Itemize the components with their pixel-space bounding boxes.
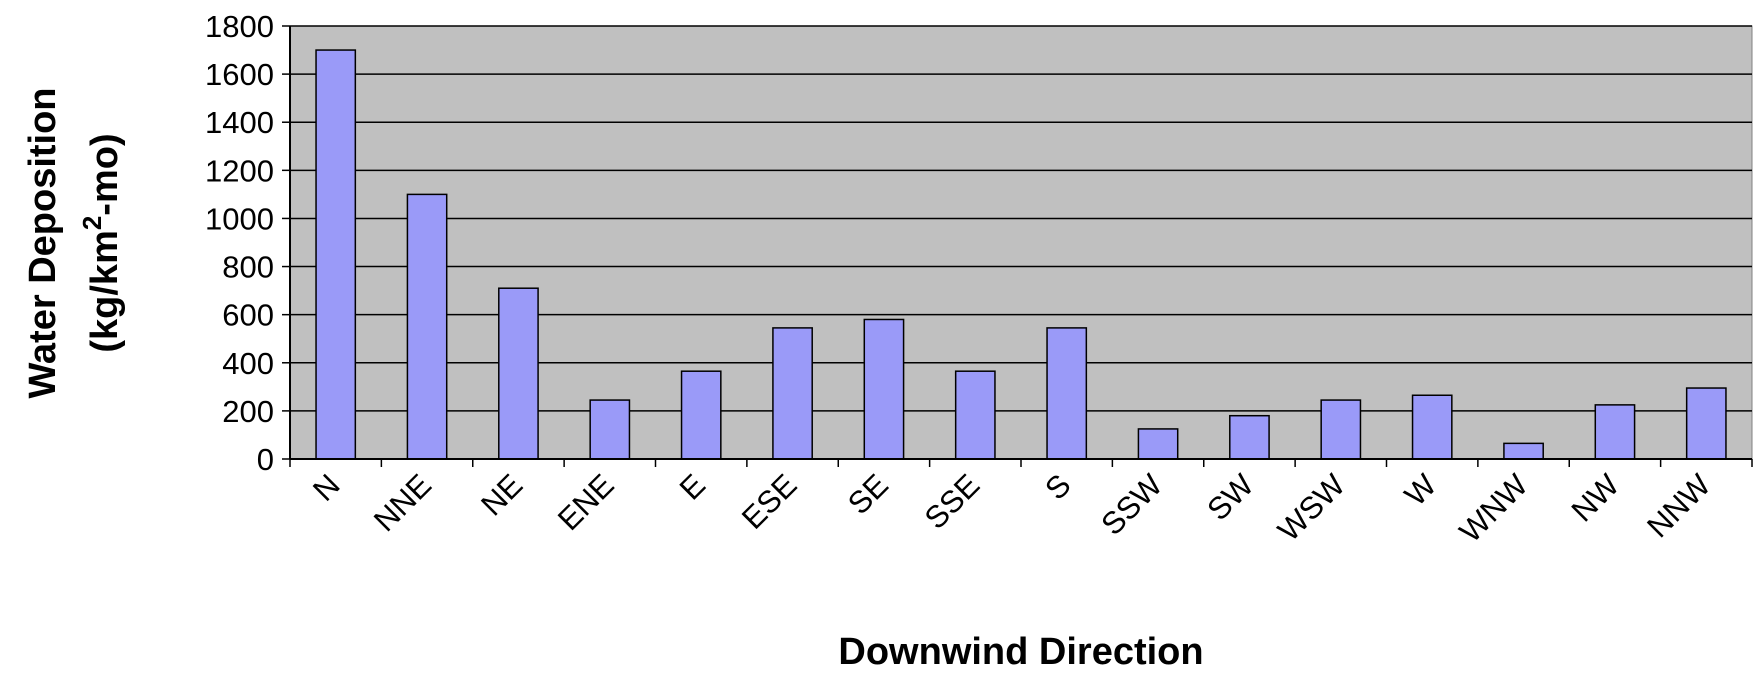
bar-ese: [772, 327, 813, 460]
bars: [315, 49, 1727, 460]
bar-w: [1411, 394, 1453, 460]
x-tick-label: WSW: [1271, 467, 1352, 548]
bar-sse: [954, 370, 996, 460]
y-tick-label: 200: [222, 394, 274, 429]
x-tick-label: SSE: [918, 467, 987, 536]
y-tick-label: 1600: [205, 57, 274, 92]
x-tick-label: ENE: [551, 467, 621, 537]
y-axis-title-line1: Water Deposition: [22, 87, 64, 398]
y-tick-label: 1200: [205, 153, 274, 188]
y-tick-labels: 0 200 400 600 800 1000 1200 1400 1600 1800: [205, 9, 274, 477]
x-tick-label: NW: [1565, 467, 1627, 529]
x-tick-label: NNW: [1640, 467, 1718, 545]
x-tick-label: N: [306, 467, 347, 508]
y-tick-label: 400: [222, 346, 274, 381]
bar-ssw: [1137, 428, 1179, 460]
x-tick-label: W: [1398, 467, 1444, 513]
bar-wsw: [1320, 399, 1362, 460]
bar-sw: [1229, 414, 1270, 460]
bar-e: [680, 370, 722, 460]
x-tick-labels: N NNE NE ENE E ESE SE SSE S SSW SW WSW W WNW NW NNW: [306, 467, 1718, 549]
bar-s: [1046, 327, 1088, 460]
y-axis-title-unit-prefix: (kg/km: [84, 230, 126, 352]
bar-ene: [589, 399, 631, 460]
bar-n: [315, 49, 357, 460]
y-tick-label: 1000: [205, 201, 274, 236]
bar-nw: [1594, 404, 1636, 460]
y-tick-label: 600: [222, 298, 274, 333]
x-tick-label: ESE: [735, 467, 804, 536]
x-tick-label: S: [1038, 467, 1077, 506]
bar-nne: [406, 193, 448, 460]
x-tick-label: SE: [841, 467, 895, 521]
x-tick-label: NE: [474, 467, 529, 522]
y-axis-title-unit-suffix: -mo): [84, 133, 126, 215]
bar-wnw: [1503, 442, 1544, 460]
bar-nnw: [1685, 387, 1727, 460]
y-tick-label: 800: [222, 250, 274, 285]
y-axis-title: Water Deposition (kg/km2-mo): [22, 87, 126, 398]
x-tick-label: NNE: [367, 467, 438, 538]
x-tick-label: E: [673, 467, 712, 506]
axes: [282, 25, 1753, 467]
y-tick-label: 1400: [205, 105, 274, 140]
y-axis-title-line2: (kg/km2-mo): [77, 133, 126, 352]
bar-ne: [498, 287, 539, 460]
x-tick-label: SSW: [1094, 467, 1169, 542]
y-tick-label: 0: [257, 442, 274, 477]
y-axis-title-unit-superscript: 2: [77, 216, 107, 230]
x-axis-title: Downwind Direction: [838, 631, 1203, 673]
x-tick-label: WNW: [1453, 467, 1535, 549]
x-tick-label: SW: [1200, 467, 1261, 528]
y-tick-label: 1800: [205, 9, 274, 44]
bar-se: [863, 318, 905, 460]
